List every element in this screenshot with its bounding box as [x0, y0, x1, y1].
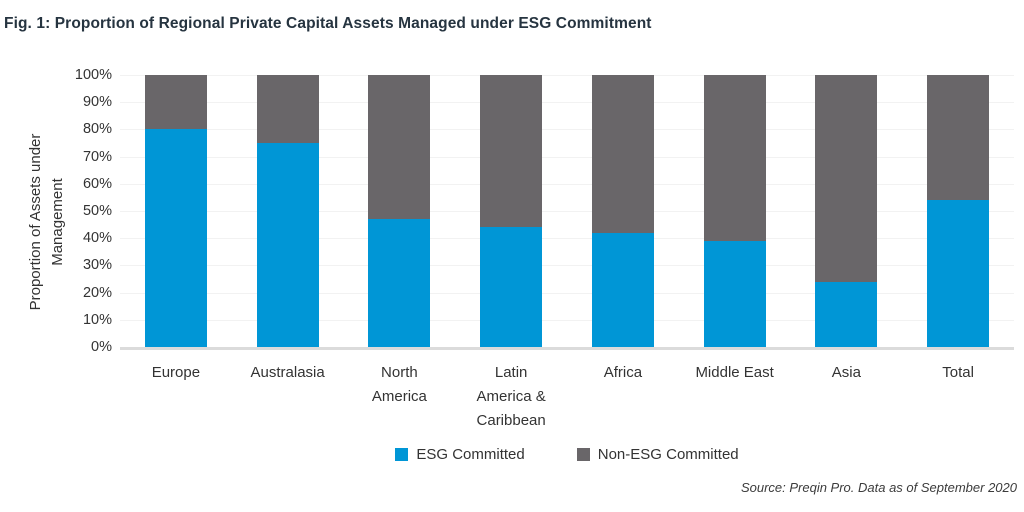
x-category-label-total: Total — [942, 364, 974, 381]
bar-column-latin-america-caribbean — [455, 75, 567, 347]
x-label-column: North America — [344, 361, 456, 433]
x-category-label-middle-east: Middle East — [695, 364, 774, 381]
legend-swatch-esg-committed — [395, 448, 409, 461]
bar-column-europe — [120, 75, 232, 347]
x-category-label-australasia: Australasia — [250, 364, 325, 381]
legend-item-non-esg-committed: Non-ESG Committed — [576, 446, 739, 463]
non-esg-segment — [927, 75, 990, 201]
bar-middle-east — [703, 75, 766, 347]
x-label-column: Latin America & Caribbean — [455, 361, 567, 433]
bar-asia — [815, 75, 878, 347]
x-label-column: Europe — [120, 361, 232, 433]
y-axis-ticks: 100% 90% 80% 70% 60% 50% 40% 30% 20% 10% 0% — [40, 67, 112, 355]
x-category-label-latin-america-caribbean: Latin America & Caribbean — [476, 364, 546, 429]
non-esg-segment — [591, 75, 654, 233]
bar-column-africa — [567, 75, 679, 347]
x-category-label-africa: Africa — [603, 364, 643, 381]
non-esg-segment — [144, 75, 207, 130]
legend-item-esg-committed: ESG Committed — [395, 446, 525, 463]
y-tick-label: 50% — [82, 203, 112, 219]
gridline — [120, 211, 1014, 212]
bar-column-asia — [791, 75, 903, 347]
x-category-label-north-america: North America — [371, 364, 427, 405]
y-tick-label: 60% — [82, 175, 112, 192]
chart-title: Fig. 1: Proportion of Regional Private C… — [4, 15, 652, 32]
y-tick-label: 20% — [82, 284, 112, 301]
gridline — [120, 75, 1014, 76]
esg-segment — [144, 129, 207, 347]
legend-label: ESG Committed — [416, 446, 525, 463]
gridline — [120, 102, 1014, 104]
bar-europe — [144, 75, 207, 347]
legend: ESG Committed Non-ESG Committed — [120, 446, 1014, 463]
x-label-column: Africa — [567, 361, 679, 433]
non-esg-segment — [256, 75, 319, 143]
y-tick-label: 0% — [91, 339, 112, 355]
esg-segment — [256, 143, 319, 347]
x-label-column: Asia — [791, 361, 903, 433]
bar-australasia — [256, 75, 319, 347]
esg-segment — [480, 227, 543, 347]
y-tick-label: 10% — [82, 311, 112, 328]
y-tick-label: 100% — [74, 67, 112, 83]
esg-segment — [591, 232, 654, 347]
bar-total — [927, 75, 990, 347]
gridline — [120, 238, 1014, 240]
gridline — [120, 265, 1014, 267]
bar-latin-america-caribbean — [480, 75, 543, 347]
gridline — [120, 156, 1014, 158]
y-tick-label: 40% — [82, 230, 112, 247]
bar-column-middle-east — [679, 75, 791, 347]
gridline — [120, 183, 1014, 185]
esg-segment — [815, 281, 878, 347]
esg-segment — [927, 200, 990, 347]
legend-label: Non-ESG Committed — [597, 446, 739, 463]
x-label-column: Middle East — [679, 361, 791, 433]
bar-north-america — [368, 75, 431, 347]
esg-segment — [703, 240, 766, 347]
y-tick-label: 30% — [82, 257, 112, 274]
bar-column-north-america — [344, 75, 456, 347]
y-tick-label: 90% — [82, 94, 112, 111]
x-label-column: Australasia — [232, 361, 344, 433]
bar-africa — [591, 75, 654, 347]
y-tick-label: 70% — [82, 148, 112, 165]
esg-segment — [368, 219, 431, 347]
x-axis-line — [120, 347, 1014, 350]
gridline — [120, 319, 1014, 321]
gridline — [120, 292, 1014, 294]
y-tick-label: 80% — [82, 121, 112, 138]
bar-series — [120, 75, 1014, 347]
plot-area — [120, 75, 1014, 350]
non-esg-segment — [368, 75, 431, 220]
bar-column-total — [902, 75, 1014, 347]
non-esg-segment — [703, 75, 766, 241]
x-category-label-europe: Europe — [151, 364, 201, 381]
gridline — [120, 129, 1014, 131]
source-note: Source: Preqin Pro. Data as of September… — [740, 480, 1017, 495]
bar-column-australasia — [232, 75, 344, 347]
non-esg-segment — [815, 75, 878, 282]
non-esg-segment — [480, 75, 543, 228]
x-label-column: Total — [902, 361, 1014, 433]
legend-swatch-non-esg-committed — [576, 448, 590, 461]
x-category-label-asia: Asia — [831, 364, 861, 381]
x-axis-labels: Europe Australasia North America Latin Amer… — [120, 361, 1014, 433]
